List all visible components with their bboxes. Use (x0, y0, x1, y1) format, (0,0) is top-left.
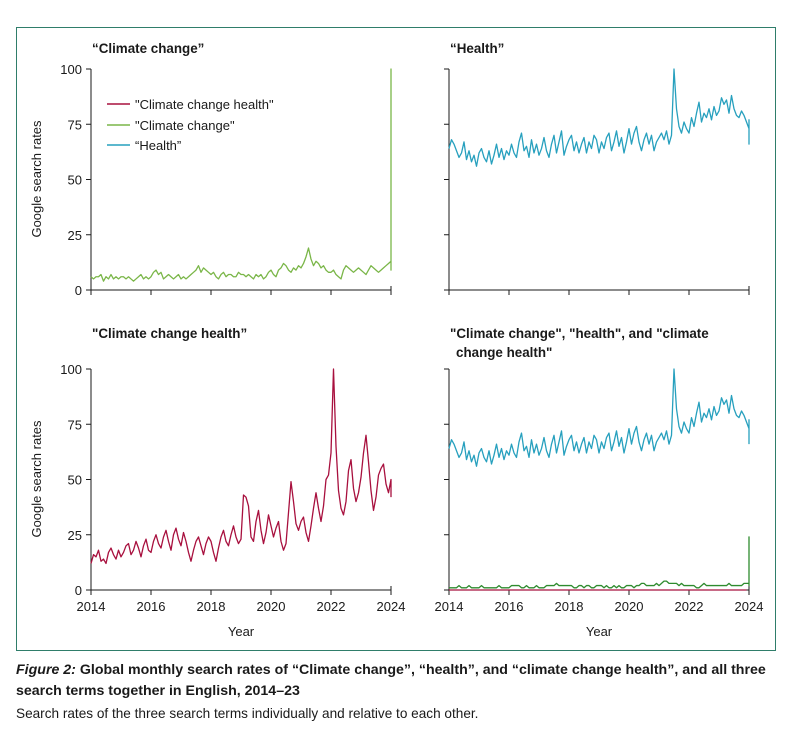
y-tick-label: 50 (68, 473, 82, 488)
x-axis-label-left: Year (228, 624, 255, 639)
caption-label: Figure 2: (16, 662, 76, 678)
y-tick-label: 25 (68, 528, 82, 543)
x-tick-label: 2016 (495, 599, 524, 614)
y-axis-label-bottom: Google search rates (29, 420, 44, 538)
y-tick-label: 100 (60, 362, 82, 377)
y-tick-label: 50 (68, 173, 82, 188)
panel-health (444, 68, 750, 295)
panel-title-all-terms: "Climate change", "health", and "climate… (450, 326, 712, 360)
x-tick-label: 2024 (377, 599, 406, 614)
legend-label-climate-change: "Climate change" (135, 118, 235, 133)
legend-label-health: “Health” (135, 138, 181, 153)
figure-canvas: “Climate change” “Health” "Climate chang… (29, 41, 764, 639)
x-tick-label: 2014 (77, 599, 106, 614)
figure-frame (16, 27, 776, 651)
series-line-health (448, 368, 750, 467)
panel-cch: 0 25 50 75 100 2014 2016 2018 2020 2022 2024 (60, 362, 405, 614)
series-line-climate-change-health (90, 368, 392, 565)
x-tick-label: 2024 (735, 599, 764, 614)
x-axis-label-right: Year (586, 624, 613, 639)
y-tick-label: 0 (75, 583, 82, 598)
caption-subtitle: Search rates of the three search terms i… (16, 706, 479, 721)
panel-all: 2014 2016 2018 2020 2022 2024 (435, 368, 764, 614)
y-axis-label-top: Google search rates (29, 120, 44, 238)
caption-title: Figure 2: Global monthly search rates of… (16, 660, 776, 702)
y-tick-label: 25 (68, 228, 82, 243)
series-line-climate-change (449, 536, 750, 589)
caption-title-text: Global monthly search rates of “Climate … (16, 662, 766, 699)
figure-caption: Figure 2: Global monthly search rates of… (16, 660, 776, 724)
panel-title-climate-change-health: "Climate change health” (92, 326, 247, 341)
panel-title-climate-change: “Climate change” (92, 41, 204, 56)
y-tick-label: 75 (68, 417, 82, 432)
y-tick-label: 75 (68, 117, 82, 132)
x-tick-label: 2022 (317, 599, 346, 614)
legend-label-climate-change-health: "Climate change health" (135, 97, 274, 112)
x-tick-label: 2016 (137, 599, 166, 614)
x-tick-label: 2020 (257, 599, 286, 614)
x-tick-label: 2020 (615, 599, 644, 614)
x-tick-label: 2014 (435, 599, 464, 614)
panel-cc: 0 25 50 75 100 (60, 62, 392, 298)
panel-title-health: “Health” (450, 41, 504, 56)
y-tick-label: 0 (75, 283, 82, 298)
x-tick-label: 2018 (555, 599, 584, 614)
series-line-climate-change (90, 68, 392, 282)
x-tick-label: 2022 (675, 599, 704, 614)
legend: "Climate change health" "Climate change"… (107, 97, 274, 153)
series-line-health (448, 68, 750, 167)
x-tick-label: 2018 (197, 599, 226, 614)
y-tick-label: 100 (60, 62, 82, 77)
